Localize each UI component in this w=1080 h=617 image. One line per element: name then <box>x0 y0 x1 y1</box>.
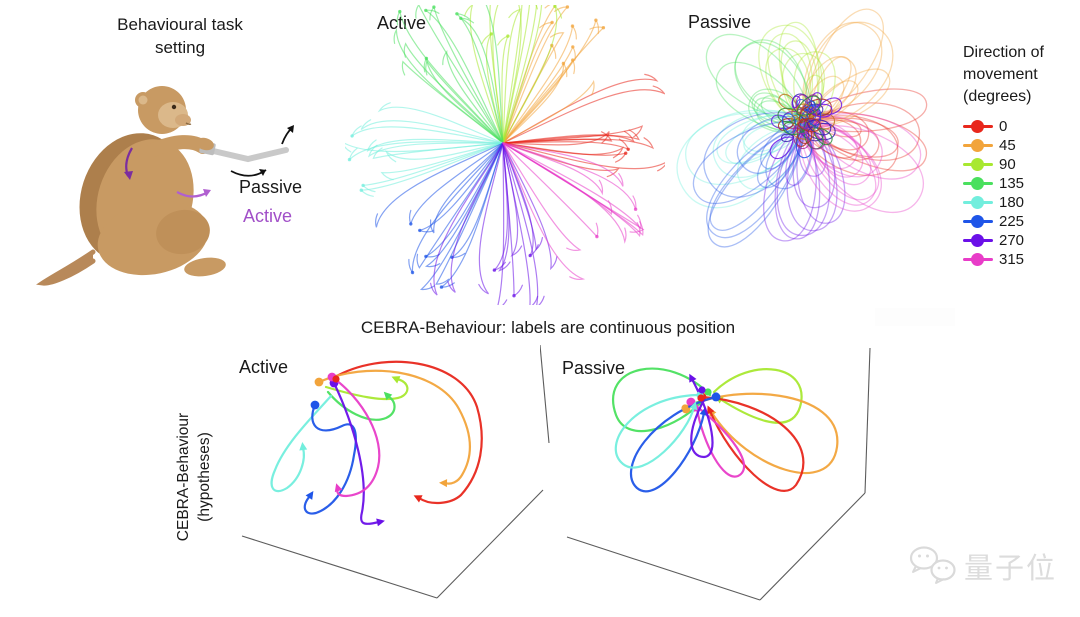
legend-item: 315 <box>963 250 1080 269</box>
legend-marker-icon <box>963 139 993 153</box>
monkey-back-shade <box>79 133 187 263</box>
legend-item: 270 <box>963 231 1080 250</box>
legend-item: 90 <box>963 155 1080 174</box>
monkey-ear <box>135 92 151 108</box>
task-passive-label: Passive <box>239 177 303 197</box>
monkey-knee-shade <box>156 209 210 255</box>
legend-title-line3: (degrees) <box>963 88 1032 105</box>
task-panel-title: Behavioural task setting <box>80 13 280 59</box>
legend-label: 225 <box>999 213 1025 230</box>
active-arrow-1-head <box>124 171 133 180</box>
bottom-y-axis-label-line2: (hypotheses) <box>196 432 213 522</box>
monkey-ear-inner <box>138 95 148 105</box>
legend-label: 135 <box>999 175 1025 192</box>
monkey-hand <box>196 137 214 151</box>
legend-item: 0 <box>963 117 1080 136</box>
monkey-tail <box>36 249 96 286</box>
legend-marker-icon <box>963 158 993 172</box>
task-active-label: Active <box>243 206 293 226</box>
legend-marker-icon <box>963 196 993 210</box>
passive-arrow-1-head <box>259 169 266 176</box>
legend-item: 225 <box>963 212 1080 231</box>
monkey-face <box>158 102 188 128</box>
passive-arrow-2 <box>281 126 294 145</box>
legend-label: 180 <box>999 194 1025 211</box>
passive-arrow-2-head <box>287 125 294 133</box>
legend-label: 90 <box>999 156 1016 173</box>
chat-bubbles-icon <box>909 546 956 584</box>
monkey-eye <box>171 104 177 110</box>
legend-label: 315 <box>999 251 1025 268</box>
embedding-passive-plot <box>540 345 871 601</box>
bottom-section-title: CEBRA-Behaviour: labels are continuous p… <box>360 318 736 337</box>
active-arrow-2-head <box>203 189 211 197</box>
watermark-text: 量子位 <box>964 553 1058 585</box>
faint-artifact-box <box>875 308 955 326</box>
lever-handle <box>199 141 216 156</box>
legend-label: 45 <box>999 137 1016 154</box>
legend-item: 45 <box>963 136 1080 155</box>
watermark: 量子位 <box>908 545 1057 587</box>
bottom-y-axis-label-line1: CEBRA-Behaviour <box>175 412 192 542</box>
legend-title-line2: movement <box>963 66 1038 83</box>
task-panel-title-line1: Behavioural task <box>117 15 243 34</box>
monkey-muzzle <box>175 114 191 126</box>
legend-marker-icon <box>963 215 993 229</box>
lever <box>206 147 289 163</box>
monkey-foot <box>184 257 226 277</box>
legend-label: 0 <box>999 118 1008 135</box>
embedding-passive-title: Passive <box>562 358 626 378</box>
legend-label: 270 <box>999 232 1025 249</box>
monkey-head <box>138 86 186 134</box>
passive-trajectories-plot <box>676 8 928 248</box>
legend: Direction of movement (degrees) 0 45 90 135… <box>963 42 1080 269</box>
task-panel-title-line2: setting <box>154 38 206 57</box>
passive-loops-title: Passive <box>688 12 752 32</box>
monkey-mouth <box>185 122 192 126</box>
active-arrow-2 <box>176 191 209 198</box>
monkey-leg <box>97 200 209 276</box>
monkey-arm <box>146 135 210 157</box>
legend-title: Direction of movement (degrees) <box>963 42 1080 108</box>
legend-marker-icon <box>963 177 993 191</box>
embedding-active-plot <box>241 360 544 599</box>
legend-title-line1: Direction of <box>963 44 1044 61</box>
legend-items: 0 45 90 135 180 225 270 315 <box>963 117 1080 269</box>
passive-arrow-1 <box>230 169 267 177</box>
embedding-active-title: Active <box>239 357 289 377</box>
active-arrow-1 <box>125 147 133 177</box>
legend-item: 180 <box>963 193 1080 212</box>
active-trajectories-plot <box>345 5 665 305</box>
monkey-torso <box>96 139 194 261</box>
legend-marker-icon <box>963 234 993 248</box>
active-flower-title: Active <box>377 13 427 33</box>
legend-marker-icon <box>963 120 993 134</box>
bottom-y-axis-label: CEBRA-Behaviour (hypotheses) <box>173 362 217 592</box>
legend-marker-icon <box>963 253 993 267</box>
legend-item: 135 <box>963 174 1080 193</box>
